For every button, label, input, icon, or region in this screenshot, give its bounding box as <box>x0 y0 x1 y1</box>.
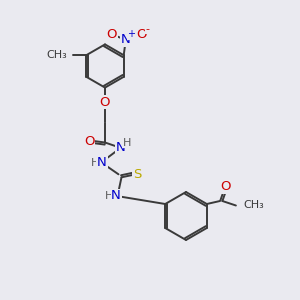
Text: CH₃: CH₃ <box>243 200 264 211</box>
Text: N: N <box>120 33 130 46</box>
Text: O: O <box>221 180 231 193</box>
Text: +: + <box>127 29 135 39</box>
Text: O: O <box>84 134 95 148</box>
Text: CH₃: CH₃ <box>46 50 67 60</box>
Text: O: O <box>106 28 117 41</box>
Text: -: - <box>146 24 150 34</box>
Text: S: S <box>133 168 141 182</box>
Text: H: H <box>105 191 114 201</box>
Text: N: N <box>97 156 107 170</box>
Text: H: H <box>123 137 131 148</box>
Text: H: H <box>91 158 100 168</box>
Text: O: O <box>100 95 110 109</box>
Text: O: O <box>136 28 146 41</box>
Text: N: N <box>116 141 125 154</box>
Text: N: N <box>111 189 121 203</box>
